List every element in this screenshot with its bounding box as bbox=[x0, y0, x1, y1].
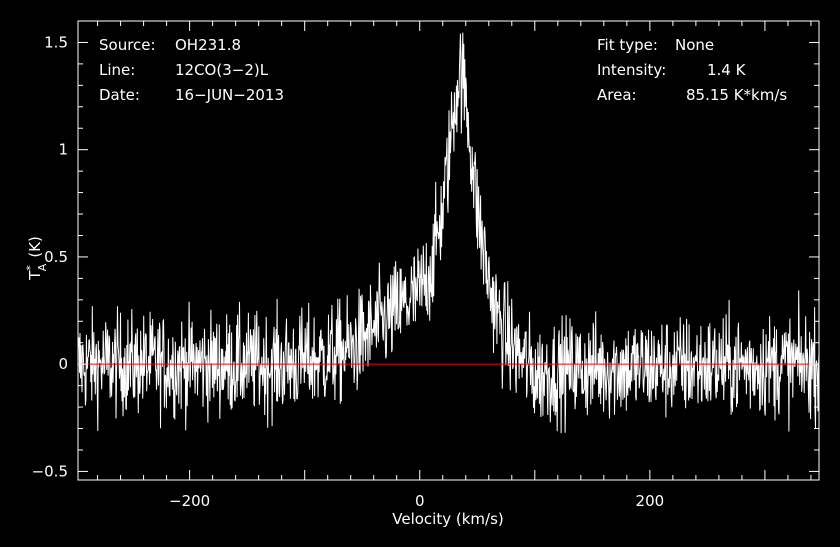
y-tick-label: −0.5 bbox=[32, 462, 68, 480]
y-tick-label: 0 bbox=[58, 355, 68, 373]
x-tick-label: −200 bbox=[169, 492, 210, 510]
info-line-key: Line: bbox=[99, 61, 135, 79]
y-tick-label: 1 bbox=[58, 141, 68, 159]
info-source-value: OH231.8 bbox=[175, 36, 241, 54]
info-intensity-value: 1.4 K bbox=[707, 61, 747, 79]
info-fit-type-key: Fit type: bbox=[597, 36, 658, 54]
info-fit-type-value: None bbox=[675, 36, 714, 54]
info-source-key: Source: bbox=[99, 36, 156, 54]
info-right: Fit type: None Intensity: 1.4 K Area: 85… bbox=[597, 36, 787, 104]
info-date-value: 16−JUN−2013 bbox=[175, 86, 284, 104]
info-line-value: 12CO(3−2)L bbox=[175, 61, 269, 79]
y-axis-label-superscript: * bbox=[24, 265, 37, 271]
info-left: Source: OH231.8 Line: 12CO(3−2)L Date: 1… bbox=[99, 36, 284, 104]
info-date-key: Date: bbox=[99, 86, 140, 104]
spectrum-line bbox=[77, 32, 820, 434]
plot-frame bbox=[77, 20, 820, 481]
y-axis-label-unit: (K) bbox=[26, 236, 44, 258]
y-axis-label: T*A (K) bbox=[24, 236, 49, 281]
info-intensity-key: Intensity: bbox=[597, 61, 666, 79]
x-tick-label: 200 bbox=[636, 492, 665, 510]
svg-text:T*A(K): T*A (K) bbox=[24, 236, 49, 281]
plot-area bbox=[77, 32, 820, 434]
y-axis-label-base: T bbox=[26, 270, 44, 281]
y-tick-label: 1.5 bbox=[44, 33, 68, 51]
axis-ticks: −200 0 200 −0.5 0 0.5 1 1.5 bbox=[32, 21, 819, 510]
info-area-value: 85.15 K*km/s bbox=[686, 86, 787, 104]
x-axis-label: Velocity (km/s) bbox=[392, 510, 503, 528]
x-tick-label: 0 bbox=[415, 492, 425, 510]
y-axis-label-subscript: A bbox=[36, 263, 49, 271]
y-tick-label: 0.5 bbox=[44, 248, 68, 266]
info-area-key: Area: bbox=[597, 86, 637, 104]
